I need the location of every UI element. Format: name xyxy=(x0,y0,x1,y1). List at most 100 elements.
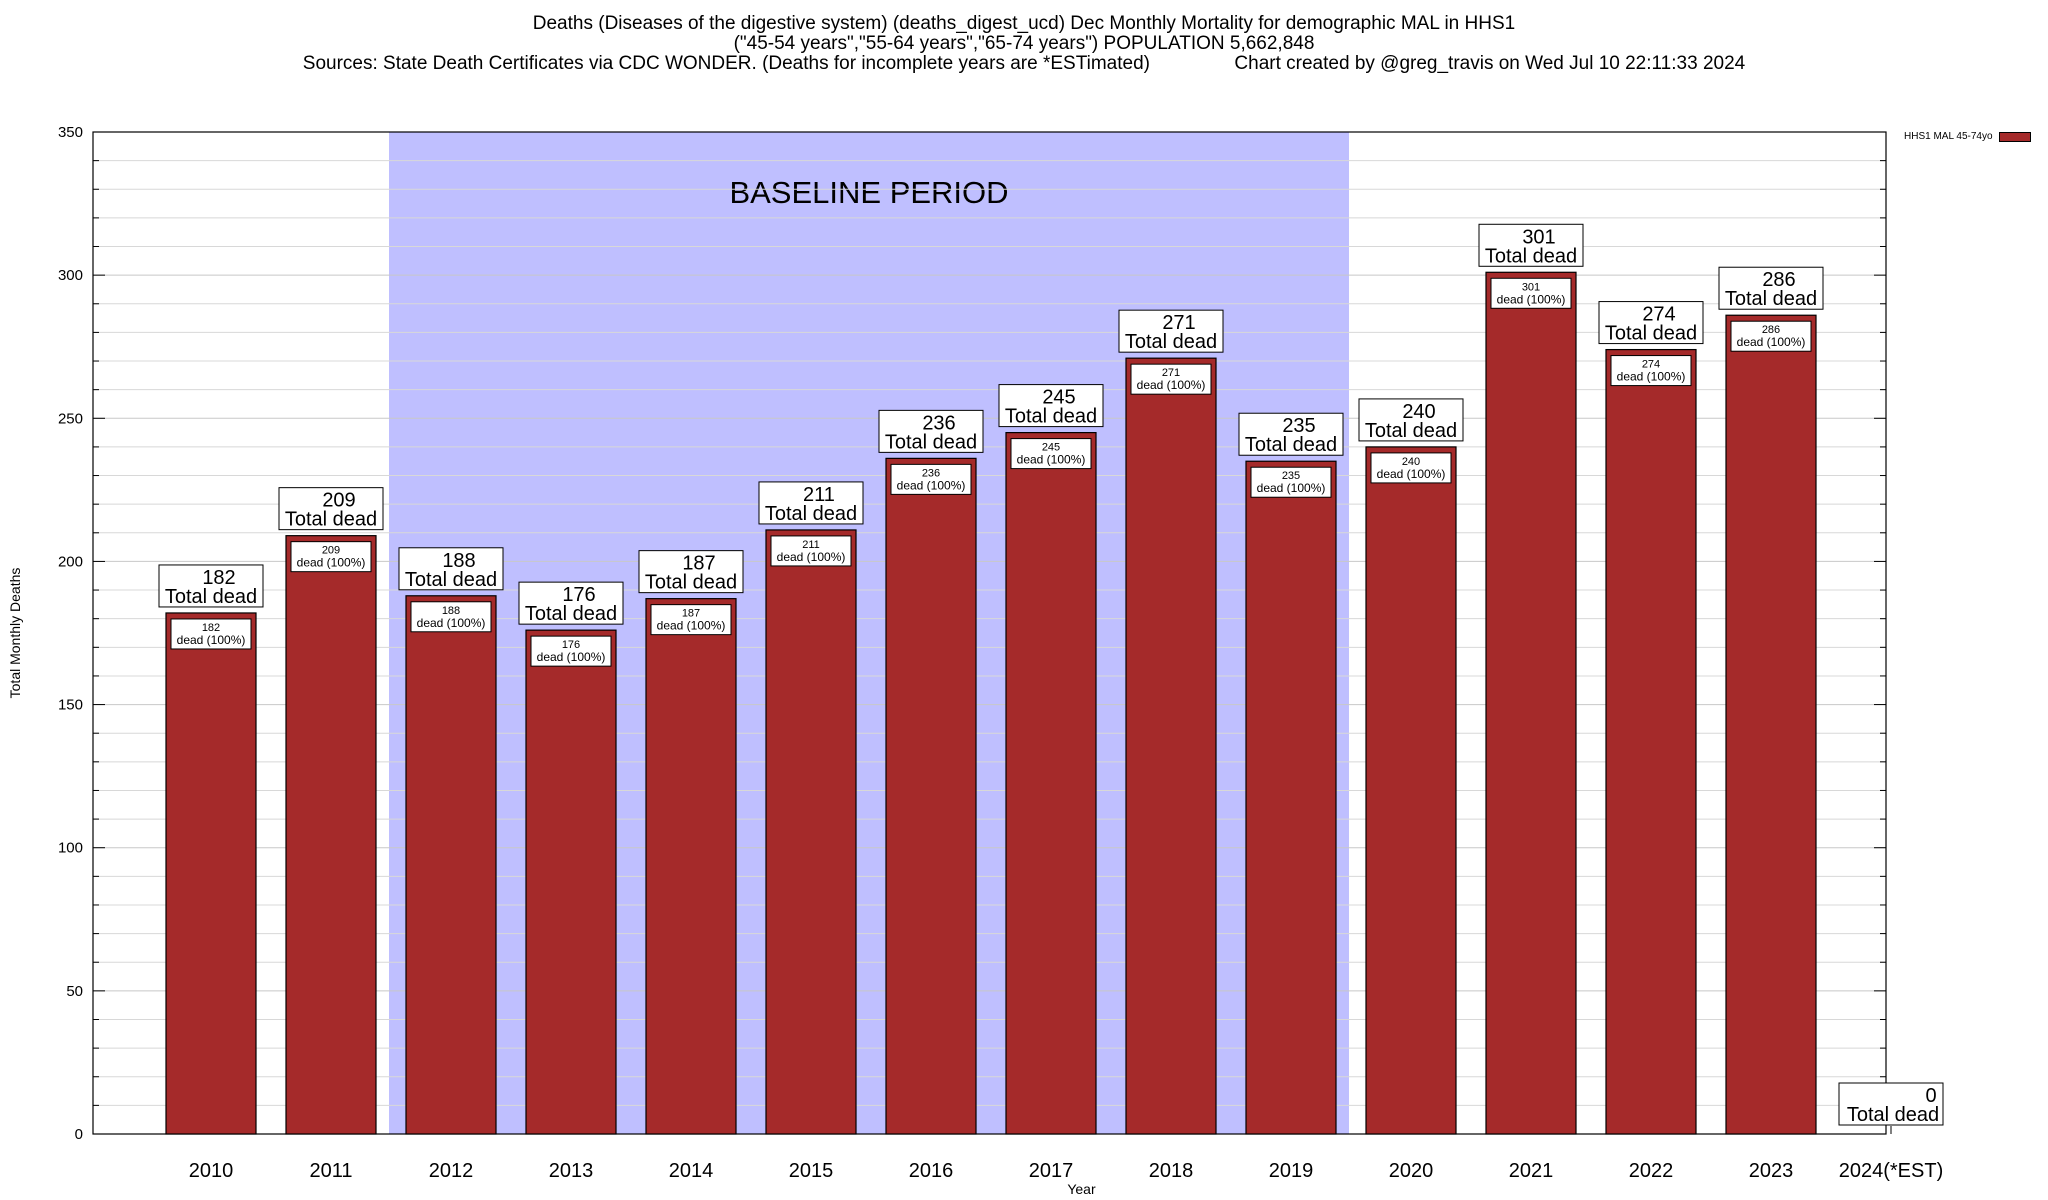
bar-total-label-box xyxy=(1718,266,1824,310)
bar-inner-label-box xyxy=(290,541,372,573)
bar-inner-percent: dead (100%) xyxy=(417,616,486,630)
title-line-1: Deaths (Diseases of the digestive system… xyxy=(532,13,1516,34)
bar-total-text: Total dead xyxy=(1485,245,1577,267)
bar-inner-percent: dead (100%) xyxy=(1617,370,1686,384)
bar-inner-value: 301 xyxy=(1522,281,1540,293)
bar-inner-value: 182 xyxy=(202,622,220,634)
bar-total-text: Total dead xyxy=(645,572,737,594)
bar-total-text: Total dead xyxy=(1005,406,1097,428)
x-tick-label: 2012 xyxy=(429,1160,474,1182)
x-tick-label: 2020 xyxy=(1389,1160,1434,1182)
bar-total-label-box xyxy=(398,547,504,591)
y-tick-label: 350 xyxy=(58,124,83,141)
bar-inner-label-box xyxy=(1010,438,1092,470)
baseline-label: BASELINE PERIOD xyxy=(729,175,1008,210)
x-tick-label: 2014 xyxy=(669,1160,714,1182)
bar-inner-percent: dead (100%) xyxy=(777,550,846,564)
bar-total-value: 235 xyxy=(1282,415,1315,437)
bar-inner-value: 209 xyxy=(322,545,340,557)
x-tick-label: 2024(*EST) xyxy=(1839,1160,1944,1182)
bar-total-value: 182 xyxy=(202,567,235,589)
bar-total-label-box xyxy=(1478,223,1584,267)
bar-inner-label-box xyxy=(770,535,852,567)
bar-inner-label-box xyxy=(1130,363,1212,395)
bar-total-label-box xyxy=(1838,1082,1944,1126)
x-tick-label: 2019 xyxy=(1269,1160,1314,1182)
y-tick-label: 100 xyxy=(58,840,83,857)
y-tick-label: 300 xyxy=(58,267,83,284)
bar-total-value: 271 xyxy=(1162,312,1195,334)
bar-total-label-box xyxy=(1598,301,1704,345)
y-tick-label: 0 xyxy=(75,1126,83,1143)
x-axis-label: Year xyxy=(1067,1181,1096,1197)
bar-total-value: 209 xyxy=(322,490,355,512)
bar xyxy=(1725,314,1817,1135)
x-tick-label: 2010 xyxy=(189,1160,234,1182)
bar-inner-value: 211 xyxy=(802,539,820,551)
bar-total-value: 245 xyxy=(1042,387,1075,409)
bar-inner-label-box xyxy=(410,601,492,633)
bar-inner-percent: dead (100%) xyxy=(297,556,366,570)
bar xyxy=(645,598,737,1135)
bar-total-text: Total dead xyxy=(1125,331,1217,353)
bar-total-value: 211 xyxy=(803,484,835,506)
bar xyxy=(1125,357,1217,1135)
x-tick-label: 2018 xyxy=(1149,1160,1194,1182)
bar-inner-percent: dead (100%) xyxy=(1257,481,1326,495)
y-tick-label: 150 xyxy=(58,697,83,714)
x-tick-label: 2021 xyxy=(1509,1160,1554,1182)
bar-total-value: 301 xyxy=(1522,226,1555,248)
bar-total-value: 187 xyxy=(682,553,715,575)
title-line-3: Sources: State Death Certificates via CD… xyxy=(302,53,1746,74)
bar-total-text: Total dead xyxy=(1365,420,1457,442)
bar-inner-label-box xyxy=(530,635,612,667)
bar-total-label-box xyxy=(1238,412,1344,456)
bar-total-text: Total dead xyxy=(1245,434,1337,456)
bar-inner-label-box xyxy=(650,604,732,636)
bar xyxy=(765,529,857,1135)
bar-total-label-box xyxy=(878,409,984,453)
bar-total-value: 188 xyxy=(442,550,475,572)
title-line-2: ("45-54 years","55-64 years","65-74 year… xyxy=(733,33,1315,54)
chart-title: Deaths (Diseases of the digestive system… xyxy=(0,14,2048,74)
bar-inner-value: 236 xyxy=(922,467,940,479)
bar-total-value: 0 xyxy=(1925,1085,1936,1107)
bar-total-label-box xyxy=(278,487,384,531)
bar-inner-percent: dead (100%) xyxy=(897,478,966,492)
bar-total-value: 236 xyxy=(922,412,955,434)
bar-inner-percent: dead (100%) xyxy=(177,633,246,647)
bar-inner-percent: dead (100%) xyxy=(1737,335,1806,349)
bar xyxy=(1485,271,1577,1135)
bar-inner-percent: dead (100%) xyxy=(657,619,726,633)
bar-total-text: Total dead xyxy=(1725,288,1817,310)
bar xyxy=(285,535,377,1135)
bar-inner-percent: dead (100%) xyxy=(1017,453,1086,467)
bar-total-text: Total dead xyxy=(765,503,857,525)
y-tick-label: 200 xyxy=(58,553,83,570)
bar-inner-label-box xyxy=(890,463,972,495)
bar-total-label-box xyxy=(158,564,264,608)
bar-total-value: 286 xyxy=(1762,269,1795,291)
bar xyxy=(1605,348,1697,1135)
bar xyxy=(1005,432,1097,1135)
bar-inner-label-box xyxy=(170,618,252,650)
bar-inner-percent: dead (100%) xyxy=(1137,378,1206,392)
legend: HHS1 MAL 45-74yo xyxy=(1904,131,2031,142)
x-tick-label: 2013 xyxy=(549,1160,594,1182)
bar-total-label-box xyxy=(518,581,624,625)
bar-inner-value: 188 xyxy=(442,605,460,617)
bar-inner-percent: dead (100%) xyxy=(1377,467,1446,481)
x-tick-label: 2011 xyxy=(309,1160,352,1182)
bar-total-text: Total dead xyxy=(165,586,257,608)
x-tick-label: 2022 xyxy=(1629,1160,1674,1182)
bar-inner-label-box xyxy=(1250,466,1332,498)
x-tick-label: 2016 xyxy=(909,1160,954,1182)
bar-inner-label-box xyxy=(1730,320,1812,352)
bar-inner-value: 286 xyxy=(1762,324,1780,336)
bar xyxy=(165,612,257,1135)
bar xyxy=(1245,460,1337,1135)
x-tick-label: 2023 xyxy=(1749,1160,1794,1182)
bar-inner-label-box xyxy=(1370,452,1452,484)
bar-total-label-box xyxy=(1358,398,1464,442)
